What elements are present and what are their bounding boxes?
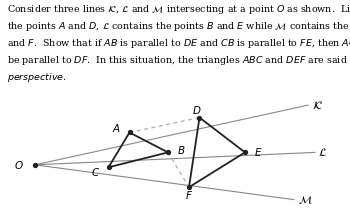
Text: $O$: $O$ bbox=[14, 159, 24, 171]
Text: $E$: $E$ bbox=[254, 146, 262, 158]
Text: $A$: $A$ bbox=[112, 121, 121, 133]
Text: $D$: $D$ bbox=[192, 104, 202, 116]
Text: $B$: $B$ bbox=[177, 144, 186, 156]
Text: $F$: $F$ bbox=[185, 189, 193, 201]
Text: $C$: $C$ bbox=[91, 166, 100, 178]
Text: $\mathcal{L}$: $\mathcal{L}$ bbox=[318, 146, 328, 158]
Text: Consider three lines $\mathcal{K}$, $\mathcal{L}$ and $\mathcal{M}$ intersecting: Consider three lines $\mathcal{K}$, $\ma… bbox=[7, 3, 350, 84]
Text: $\mathcal{K}$: $\mathcal{K}$ bbox=[312, 99, 322, 111]
Text: $\mathcal{M}$: $\mathcal{M}$ bbox=[298, 194, 312, 206]
